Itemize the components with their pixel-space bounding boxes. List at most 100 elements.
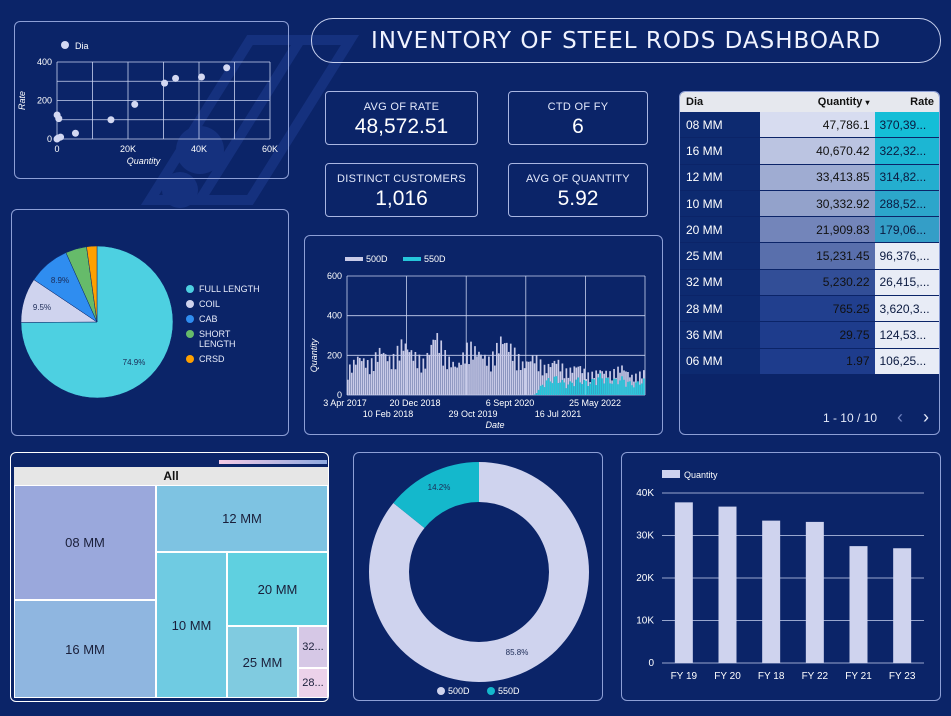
y-tick-label: 10K (636, 616, 654, 627)
x-tick-label: FY 22 (802, 671, 829, 682)
treemap-cell[interactable]: 32... (298, 626, 328, 668)
series-500d-bar (520, 370, 522, 395)
series-550d-bar (635, 383, 637, 395)
table-row[interactable]: 25 MM 15,231.45 96,376,... (680, 243, 939, 269)
scatter-point (198, 74, 205, 81)
y-axis-label: Quantity (309, 338, 319, 372)
kpi-ctd-fy-value: 6 (509, 115, 647, 139)
series-550d-bar (581, 384, 583, 395)
table-row[interactable]: 10 MM 30,332.92 288,52... (680, 191, 939, 217)
treemap: All 08 MM 16 MM 12 MM 10 MM 20 MM 25 MM 32... 2… (14, 467, 328, 698)
cell-quantity: 21,909.83 (760, 217, 874, 242)
series-550d-bar (573, 386, 575, 395)
x-tick-label: 60K (262, 144, 278, 154)
time-series-panel[interactable]: 600 400 200 0 3 Apr 2017 20 Dec 2018 6 Sept 20… (304, 235, 663, 435)
series-500d-bar (422, 358, 424, 395)
table-row[interactable]: 36 MM 29.75 124,53... (680, 322, 939, 348)
cell-quantity: 5,230.22 (760, 270, 874, 295)
treemap-cell[interactable]: 10 MM (156, 552, 227, 698)
legend-dot-icon (186, 355, 194, 363)
table-row[interactable]: 20 MM 21,909.83 179,06... (680, 217, 939, 243)
pie-legend-item[interactable]: CRSD (186, 354, 286, 364)
series-550d-bar (562, 380, 564, 395)
series-550d-bar (613, 379, 615, 395)
dia-table[interactable]: Dia Quantity ▾ Rate 08 MM 47,786.1 370,39.… (679, 91, 940, 435)
cell-dia: 36 MM (680, 322, 760, 347)
table-row[interactable]: 12 MM 33,413.85 314,82... (680, 165, 939, 191)
bar-legend-label: Quantity (684, 470, 718, 480)
table-body: 08 MM 47,786.1 370,39... 16 MM 40,670.42 322,… (680, 112, 939, 375)
next-page-icon[interactable]: › (923, 407, 929, 428)
treemap-cell[interactable]: 25 MM (227, 626, 298, 698)
series-500d-bar (504, 343, 506, 395)
series-550d-bar (564, 382, 566, 395)
table-row[interactable]: 32 MM 5,230.22 26,415,... (680, 270, 939, 296)
cell-quantity: 47,786.1 (760, 112, 874, 137)
y-tick-label: 200 (327, 350, 342, 360)
bar (675, 502, 693, 663)
series-500d-bar (474, 346, 476, 395)
y-tick-label: 30K (636, 531, 654, 542)
treemap-cell[interactable]: 12 MM (156, 485, 328, 552)
pie-legend-item[interactable]: FULL LENGTH (186, 284, 286, 294)
series-550d-bar (579, 382, 581, 395)
series-550d-bar (615, 379, 617, 395)
pie-legend-item[interactable]: CAB (186, 314, 286, 324)
series-550d-bar (556, 376, 558, 395)
bar (762, 521, 780, 663)
donut-chart-panel[interactable]: 85.8% 14.2% 500D 550D (353, 452, 603, 701)
scatter-legend-label: Dia (75, 41, 89, 51)
series-500d-bar (462, 352, 464, 395)
pie-legend-item[interactable]: SHORT LENGTH (186, 329, 286, 349)
column-header-quantity[interactable]: Quantity ▾ (760, 96, 874, 108)
scatter-point (72, 130, 79, 137)
bar-chart-panel[interactable]: 40K 30K 20K 10K 0 Quantity FY 19 FY 20 FY 18 FY 2… (621, 452, 941, 701)
treemap-header[interactable]: All (14, 467, 328, 485)
column-header-quantity-label: Quantity (818, 96, 863, 108)
kpi-distinct-customers-value: 1,016 (326, 187, 477, 211)
series-550d-bar (629, 381, 631, 395)
pie-legend-item[interactable]: COIL (186, 299, 286, 309)
table-row[interactable]: 06 MM 1.97 106,25... (680, 349, 939, 375)
series-500d-bar (363, 358, 365, 395)
treemap-cell[interactable]: 08 MM (14, 485, 156, 600)
series-550d-bar (623, 380, 625, 395)
table-row[interactable]: 28 MM 765.25 3,620,3... (680, 296, 939, 322)
legend-dot-icon (61, 41, 69, 49)
cell-rate: 322,32... (875, 138, 940, 163)
column-header-rate[interactable]: Rate (875, 96, 940, 108)
pie-legend-label: CRSD (199, 354, 225, 364)
cell-rate: 26,415,... (875, 270, 940, 295)
series-550d-bar (607, 378, 609, 395)
legend-dot-icon (186, 285, 194, 293)
series-500d-bar (490, 371, 492, 395)
series-500d-bar (381, 354, 383, 395)
treemap-cell[interactable]: 16 MM (14, 600, 156, 698)
treemap-cell[interactable]: 20 MM (227, 552, 328, 626)
series-500d-bar (424, 369, 426, 395)
previous-page-icon[interactable]: ‹ (897, 407, 903, 428)
table-row[interactable]: 08 MM 47,786.1 370,39... (680, 112, 939, 138)
treemap-cell[interactable]: 28... (298, 668, 328, 698)
x-tick-label: FY 20 (714, 671, 741, 682)
series-500d-bar (405, 344, 407, 395)
pager-range: 1 - 10 / 10 (823, 411, 877, 425)
series-500d-bar (458, 363, 460, 395)
series-500d-bar (518, 354, 520, 395)
kpi-avg-quantity: AVG OF QUANTITY 5.92 (508, 163, 648, 217)
scatter-point (54, 111, 61, 118)
cell-rate: 124,53... (875, 322, 940, 347)
scatter-point (107, 116, 114, 123)
series-550d-bar (575, 380, 577, 395)
column-header-dia[interactable]: Dia (680, 96, 760, 108)
series-550d-bar (603, 383, 605, 395)
sort-desc-icon: ▾ (865, 98, 869, 107)
table-row[interactable]: 16 MM 40,670.42 322,32... (680, 138, 939, 164)
pie-chart-panel[interactable]: 74.9% 9.5% 8.9% FULL LENGTH COIL CAB SHORT… (11, 209, 289, 436)
series-500d-bar (516, 370, 518, 395)
series-500d-bar (428, 355, 430, 395)
series-500d-bar (365, 368, 367, 395)
series-500d-bar (415, 352, 417, 395)
pie-slice-label: 74.9% (123, 358, 146, 367)
scatter-chart-panel[interactable]: 0 20K 40K 60K 400 200 0 Quantity Rate Dia (14, 21, 289, 179)
